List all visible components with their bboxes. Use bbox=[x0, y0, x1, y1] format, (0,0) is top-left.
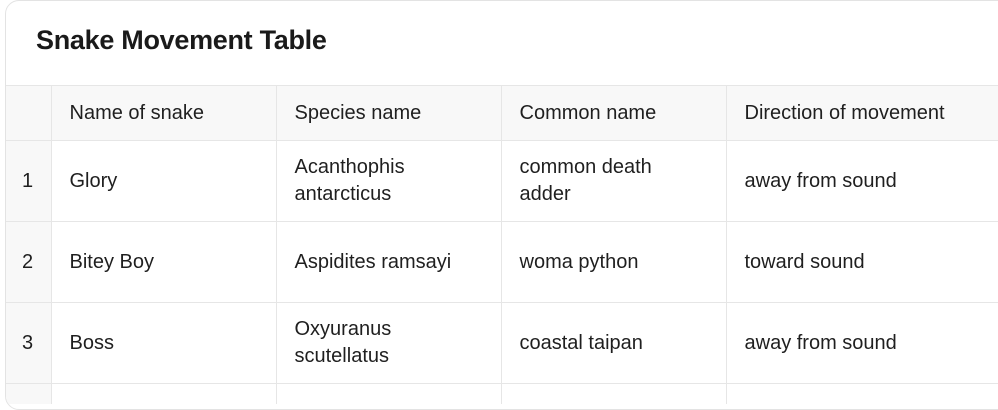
cell-name[interactable]: Glory bbox=[51, 140, 277, 222]
index-header bbox=[6, 85, 52, 141]
row-index-empty bbox=[6, 383, 52, 404]
cell-empty bbox=[501, 383, 727, 404]
cell-empty bbox=[51, 383, 277, 404]
column-header-species[interactable]: Species name bbox=[276, 85, 502, 141]
cell-direction[interactable]: away from sound bbox=[726, 140, 998, 222]
cell-species[interactable]: Acanthophis antarcticus bbox=[276, 140, 502, 222]
row-index: 1 bbox=[6, 140, 52, 222]
column-header-name[interactable]: Name of snake bbox=[51, 85, 277, 141]
cell-direction[interactable]: toward sound bbox=[726, 221, 998, 303]
cell-common[interactable]: common death adder bbox=[501, 140, 727, 222]
table-title: Snake Movement Table bbox=[36, 25, 327, 55]
column-header-direction[interactable]: Direction of movement bbox=[726, 85, 998, 141]
row-index: 2 bbox=[6, 221, 52, 303]
cell-common[interactable]: coastal taipan bbox=[501, 302, 727, 384]
snake-table: Name of snake Species name Common name D… bbox=[6, 85, 998, 404]
table-row-partial bbox=[6, 383, 998, 404]
cell-common[interactable]: woma python bbox=[501, 221, 727, 303]
header-row: Name of snake Species name Common name D… bbox=[6, 85, 998, 141]
cell-empty bbox=[276, 383, 502, 404]
cell-species[interactable]: Aspidites ramsayi bbox=[276, 221, 502, 303]
table-row: 1 Glory Acanthophis antarcticus common d… bbox=[6, 140, 998, 222]
table-card: Snake Movement Table Name of snake Speci… bbox=[5, 0, 998, 410]
cell-direction[interactable]: away from sound bbox=[726, 302, 998, 384]
cell-name[interactable]: Boss bbox=[51, 302, 277, 384]
cell-name[interactable]: Bitey Boy bbox=[51, 221, 277, 303]
cell-species[interactable]: Oxyuranus scutellatus bbox=[276, 302, 502, 384]
table-row: 2 Bitey Boy Aspidites ramsayi woma pytho… bbox=[6, 221, 998, 303]
column-header-common[interactable]: Common name bbox=[501, 85, 727, 141]
cell-empty bbox=[726, 383, 998, 404]
table-row: 3 Boss Oxyuranus scutellatus coastal tai… bbox=[6, 302, 998, 384]
row-index: 3 bbox=[6, 302, 52, 384]
